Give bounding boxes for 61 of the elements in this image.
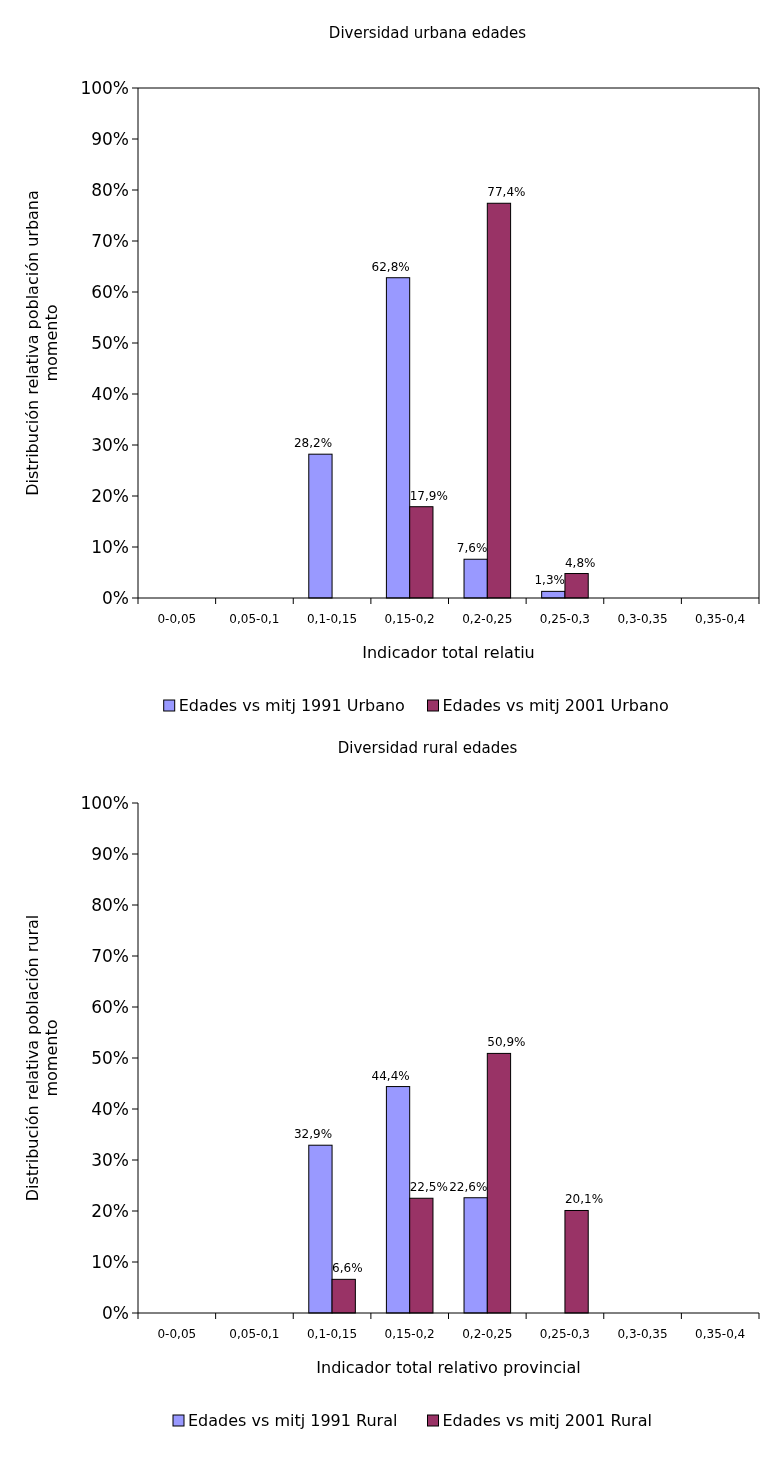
y-tick-label: 70%	[91, 945, 129, 966]
x-tick-label: 0-0,05	[157, 612, 197, 626]
x-tick-label: 0,25-0,3	[539, 1327, 591, 1341]
y-tick-label: 40%	[91, 1098, 129, 1119]
y-tick-label: 20%	[91, 485, 129, 506]
y-axis-title: Distribución relativa población rural momento	[23, 914, 62, 1202]
data-label: 22,5%	[409, 1180, 448, 1195]
y-tick-label: 50%	[91, 1047, 129, 1068]
y-tick-label: 80%	[91, 179, 129, 200]
x-axis-title: Indicador total relativo provincial	[316, 1358, 581, 1377]
x-tick-label: 0,35-0,4	[695, 612, 746, 626]
data-label: 7,6%	[456, 541, 488, 556]
data-label: 50,9%	[487, 1035, 526, 1050]
data-label: 6,6%	[332, 1261, 363, 1276]
legend-label: Edades vs mitj 1991 Rural	[188, 1411, 398, 1430]
data-label: 32,9%	[293, 1127, 333, 1142]
y-tick-label: 90%	[91, 128, 129, 149]
data-label: 28,2%	[293, 436, 333, 451]
y-axis-title: Distribución relativa población urbana momento	[23, 190, 62, 496]
data-label: 20,1%	[564, 1192, 604, 1207]
data-label: 44,4%	[371, 1068, 410, 1083]
legend-label: Edades vs mitj 1991 Urbano	[178, 696, 405, 715]
y-tick-label: 90%	[91, 843, 129, 864]
data-label: 17,9%	[409, 488, 448, 503]
x-tick-label: 0-0,05	[157, 1327, 197, 1341]
data-label: 4,8%	[564, 555, 596, 570]
y-tick-label: 20%	[91, 1200, 129, 1221]
y-tick-label: 60%	[91, 281, 129, 302]
x-tick-label: 0,2-0,25	[462, 612, 513, 626]
y-tick-label: 0%	[102, 1302, 129, 1323]
y-tick-label: 80%	[91, 894, 129, 915]
data-label: 62,8%	[371, 259, 410, 274]
legend-label: Edades vs mitj 2001 Rural	[442, 1411, 652, 1430]
y-tick-label: 70%	[91, 230, 129, 251]
y-tick-label: 60%	[91, 996, 129, 1017]
y-tick-label: 10%	[91, 1251, 129, 1272]
x-tick-label: 0,05-0,1	[229, 1327, 280, 1341]
y-tick-label: 0%	[102, 587, 129, 608]
y-tick-label: 10%	[91, 536, 129, 557]
data-label: 77,4%	[487, 185, 526, 200]
y-tick-label: 50%	[91, 332, 129, 353]
y-tick-label: 40%	[91, 383, 129, 404]
x-tick-label: 0,1-0,15	[306, 1327, 358, 1341]
chart-title: Diversidad rural edades	[337, 739, 518, 757]
y-tick-label: 100%	[80, 77, 129, 98]
y-tick-label: 30%	[91, 1149, 129, 1170]
x-tick-label: 0,2-0,25	[462, 1327, 513, 1341]
x-tick-label: 0,25-0,3	[539, 612, 591, 626]
y-tick-label: 100%	[80, 792, 129, 813]
x-axis-title: Indicador total relatiu	[362, 643, 535, 662]
x-tick-label: 0,1-0,15	[306, 612, 358, 626]
x-tick-label: 0,35-0,4	[695, 1327, 746, 1341]
x-tick-label: 0,3-0,35	[617, 1327, 668, 1341]
y-tick-label: 30%	[91, 434, 129, 455]
x-tick-label: 0,05-0,1	[229, 612, 280, 626]
x-tick-label: 0,15-0,2	[384, 1327, 435, 1341]
data-label: 22,6%	[449, 1179, 488, 1194]
x-tick-label: 0,3-0,35	[617, 612, 668, 626]
legend-label: Edades vs mitj 2001 Urbano	[442, 696, 669, 715]
chart-title: Diversidad urbana edades	[328, 24, 527, 42]
x-tick-label: 0,15-0,2	[384, 612, 435, 626]
